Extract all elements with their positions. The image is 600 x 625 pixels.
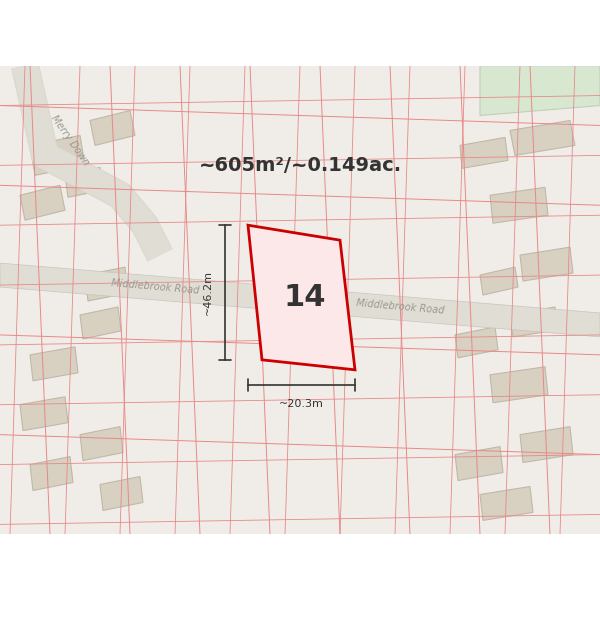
Text: Map shows position and indicative extent of the property.: Map shows position and indicative extent… bbox=[130, 41, 470, 54]
Polygon shape bbox=[65, 168, 103, 198]
Text: 14, MIDDLEBROOK ROAD, HIGH WYCOMBE, HP13 5NJ: 14, MIDDLEBROOK ROAD, HIGH WYCOMBE, HP13… bbox=[93, 11, 507, 26]
Polygon shape bbox=[30, 136, 85, 176]
Polygon shape bbox=[480, 486, 533, 521]
Polygon shape bbox=[455, 327, 498, 358]
Polygon shape bbox=[510, 307, 558, 337]
Polygon shape bbox=[455, 447, 503, 481]
Polygon shape bbox=[85, 267, 128, 301]
Polygon shape bbox=[80, 307, 121, 339]
Polygon shape bbox=[30, 347, 78, 381]
Text: Middlebrook Road: Middlebrook Road bbox=[356, 298, 445, 316]
Polygon shape bbox=[248, 225, 355, 370]
Polygon shape bbox=[490, 367, 548, 402]
Text: ~46.2m: ~46.2m bbox=[203, 270, 213, 315]
Polygon shape bbox=[520, 427, 573, 462]
Polygon shape bbox=[30, 457, 73, 491]
Text: Middlebrook Road: Middlebrook Road bbox=[110, 278, 199, 296]
Polygon shape bbox=[480, 66, 600, 116]
Polygon shape bbox=[480, 267, 518, 295]
Text: co-ordinates) are subject to Crown copyright and database rights 2023 Ordnance S: co-ordinates) are subject to Crown copyr… bbox=[12, 594, 456, 604]
Text: ~20.3m: ~20.3m bbox=[279, 399, 324, 409]
Polygon shape bbox=[90, 111, 135, 146]
Text: to Crown copyright and database rights 2023 and is reproduced with the permissio: to Crown copyright and database rights 2… bbox=[12, 561, 446, 571]
Text: Contains OS data © Crown copyright and database right 2021. This information is : Contains OS data © Crown copyright and d… bbox=[12, 545, 461, 555]
Polygon shape bbox=[490, 188, 548, 223]
Polygon shape bbox=[0, 263, 600, 337]
Polygon shape bbox=[100, 476, 143, 511]
Polygon shape bbox=[510, 121, 575, 156]
Polygon shape bbox=[80, 427, 123, 461]
Text: 14: 14 bbox=[284, 282, 326, 311]
Text: HM Land Registry. The polygons (including the associated geometry, namely x, y: HM Land Registry. The polygons (includin… bbox=[12, 578, 416, 588]
Polygon shape bbox=[20, 397, 68, 431]
Text: ~605m²/~0.149ac.: ~605m²/~0.149ac. bbox=[199, 156, 401, 175]
Polygon shape bbox=[520, 247, 573, 281]
Polygon shape bbox=[460, 138, 508, 168]
Text: 100026316.: 100026316. bbox=[12, 611, 72, 621]
Polygon shape bbox=[20, 185, 65, 220]
Text: Merry Down: Merry Down bbox=[49, 114, 91, 168]
